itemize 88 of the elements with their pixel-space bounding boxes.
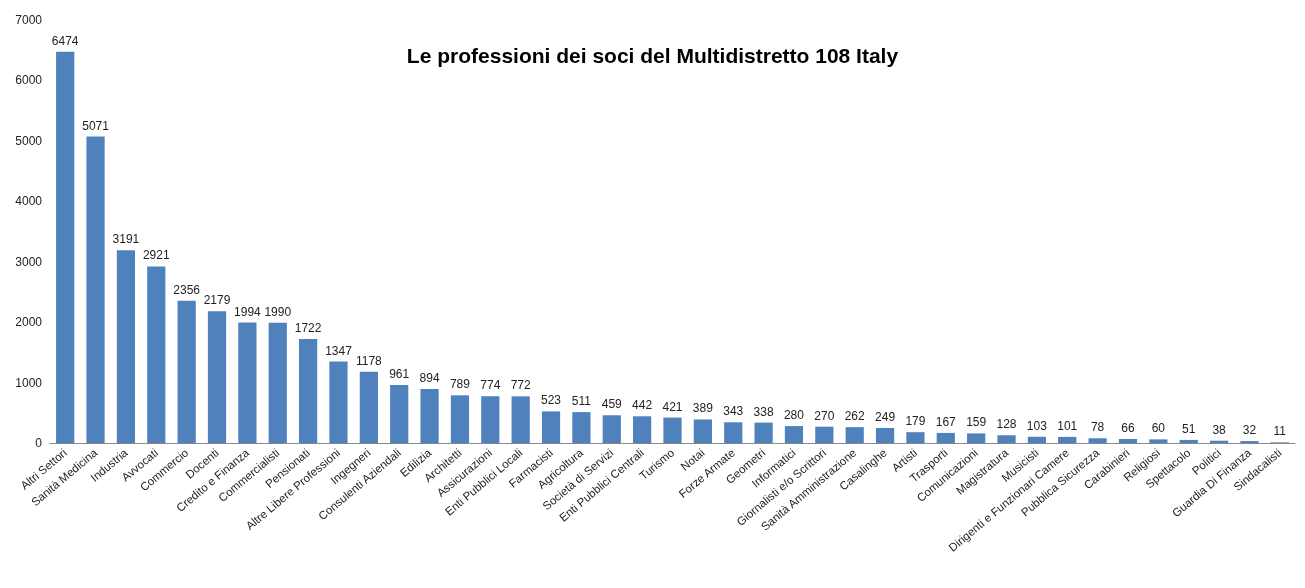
bar <box>329 361 348 443</box>
bar <box>875 427 895 443</box>
bar <box>845 427 864 443</box>
bar <box>86 136 105 443</box>
data-label: 167 <box>935 414 957 429</box>
data-label: 78 <box>1090 420 1105 435</box>
bar <box>663 417 682 443</box>
data-label: 3191 <box>112 232 140 247</box>
y-tick-label: 6000 <box>15 73 43 88</box>
data-label: 60 <box>1151 421 1166 436</box>
y-tick-label: 0 <box>35 436 43 450</box>
data-label: 1178 <box>355 353 383 368</box>
bar <box>268 322 287 443</box>
data-label: 789 <box>449 377 471 392</box>
bar <box>572 412 591 443</box>
bar <box>693 419 712 443</box>
bar <box>997 435 1016 443</box>
y-tick-label: 3000 <box>15 254 43 269</box>
bar <box>1088 438 1107 443</box>
data-label: 894 <box>419 370 440 385</box>
bar <box>511 396 530 443</box>
data-label: 159 <box>966 415 987 430</box>
data-label: 38 <box>1212 422 1227 437</box>
bar <box>633 416 652 443</box>
bar <box>56 51 75 443</box>
data-label: 442 <box>632 398 653 413</box>
data-label: 179 <box>905 414 926 429</box>
bar <box>359 371 378 443</box>
data-label: 523 <box>541 393 562 408</box>
data-label: 66 <box>1121 421 1135 436</box>
data-label: 343 <box>723 404 744 419</box>
data-label: 101 <box>1057 418 1078 433</box>
data-label: 2179 <box>203 293 231 308</box>
bar <box>541 411 561 443</box>
data-label: 262 <box>844 409 866 424</box>
bar <box>1149 439 1168 443</box>
bar <box>1179 439 1198 443</box>
text: Le professioni dei soci del Multidistretto 108 Italy <box>406 44 899 67</box>
y-tick-label: 4000 <box>15 194 43 209</box>
bar <box>450 395 470 443</box>
data-label: 1722 <box>294 320 322 335</box>
bar <box>238 322 257 443</box>
data-label: 2921 <box>142 248 170 263</box>
bar <box>724 422 743 443</box>
bar <box>420 388 439 443</box>
data-label: 128 <box>996 417 1017 432</box>
bar <box>754 422 773 443</box>
bar <box>784 426 804 443</box>
data-label: 103 <box>1026 418 1048 433</box>
bar <box>390 384 409 443</box>
bar <box>906 432 925 443</box>
data-label: 511 <box>571 394 592 409</box>
data-label: 270 <box>814 408 835 423</box>
y-tick-label: 5000 <box>15 133 43 148</box>
data-label: 1990 <box>264 304 292 319</box>
y-tick-label: 7000 <box>15 13 43 27</box>
bar <box>936 432 955 443</box>
data-label: 338 <box>753 404 774 419</box>
data-label: 1347 <box>325 343 353 358</box>
data-label: 389 <box>692 401 714 416</box>
data-label: 11 <box>1273 424 1287 439</box>
bar <box>815 426 834 443</box>
data-label: 51 <box>1182 421 1196 436</box>
data-label: 249 <box>875 409 896 424</box>
data-label: 5071 <box>82 118 110 133</box>
bar <box>602 415 621 443</box>
y-tick-label: 1000 <box>15 375 43 390</box>
data-label: 32 <box>1242 423 1257 438</box>
bar <box>299 338 318 443</box>
data-label: 961 <box>389 366 410 381</box>
data-label: 1994 <box>234 304 262 319</box>
y-tick-label: 2000 <box>15 315 43 330</box>
data-label: 6474 <box>51 33 79 48</box>
data-label: 280 <box>783 408 805 423</box>
bar <box>481 396 500 443</box>
bar <box>116 250 136 443</box>
bar <box>1118 439 1138 443</box>
data-label: 459 <box>601 397 623 412</box>
bar <box>1058 436 1077 443</box>
data-label: 421 <box>662 399 683 414</box>
bar <box>147 266 166 443</box>
bar <box>177 300 196 443</box>
bar <box>967 433 986 443</box>
bar <box>1027 436 1046 443</box>
bar <box>207 311 227 443</box>
data-label: 772 <box>510 378 531 393</box>
data-label: 774 <box>480 378 501 393</box>
data-label: 2356 <box>173 282 201 297</box>
